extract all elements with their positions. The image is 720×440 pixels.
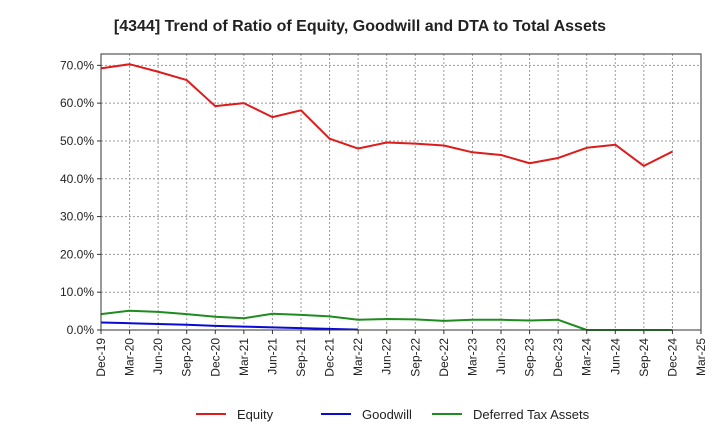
legend-label: Deferred Tax Assets (473, 407, 590, 422)
x-tick-label: Mar-25 (694, 338, 708, 376)
x-tick-label: Dec-22 (437, 338, 451, 377)
x-tick-label: Sep-20 (180, 338, 194, 377)
x-tick-label: Jun-23 (494, 338, 508, 375)
chart-title: [4344] Trend of Ratio of Equity, Goodwil… (114, 18, 606, 35)
x-tick-label: Dec-19 (94, 338, 108, 377)
y-tick-label: 70.0% (60, 58, 94, 72)
y-tick-label: 0.0% (67, 323, 95, 337)
x-tick-label: Dec-21 (323, 338, 337, 377)
y-tick-label: 20.0% (60, 247, 94, 261)
series-layer (100, 63, 673, 331)
x-tick-label: Sep-22 (408, 338, 422, 377)
y-tick-label: 30.0% (60, 210, 94, 224)
series-points-equity (100, 64, 673, 166)
x-tick-label: Dec-20 (208, 338, 222, 377)
x-tick-label: Mar-23 (465, 338, 479, 376)
x-tick-label: Mar-22 (351, 338, 365, 376)
y-tick-label: 10.0% (60, 285, 94, 299)
x-tick-label: Jun-21 (265, 338, 279, 375)
plot-frame (100, 53, 702, 331)
y-tick-label: 60.0% (60, 96, 94, 110)
x-tick-label: Mar-21 (237, 338, 251, 376)
x-tick-label: Jun-24 (608, 338, 622, 375)
x-tick-label: Dec-24 (665, 338, 679, 377)
x-tick-label: Mar-20 (123, 338, 137, 376)
grid (100, 54, 702, 331)
y-tick-label: 50.0% (60, 134, 94, 148)
x-tick-label: Sep-21 (294, 338, 308, 377)
x-tick-label: Mar-24 (580, 338, 594, 376)
x-tick-label: Sep-23 (523, 338, 537, 377)
legend-item-goodwill: Goodwill (321, 407, 412, 422)
x-tick-label: Jun-20 (151, 338, 165, 375)
legend: Equity Goodwill Deferred Tax Assets (196, 407, 590, 422)
legend-item-equity: Equity (196, 407, 274, 422)
legend-label: Equity (237, 407, 274, 422)
x-tick-label: Jun-22 (380, 338, 394, 375)
x-tick-label: Dec-23 (551, 338, 565, 377)
legend-item-deferred-tax-assets: Deferred Tax Assets (432, 407, 590, 422)
series-line-goodwill (100, 321, 359, 331)
legend-label: Goodwill (362, 407, 412, 422)
y-tick-label: 40.0% (60, 172, 94, 186)
axes: 0.0% 10.0% 20.0% 30.0% 40.0% 50.0% 60.0% 70.0% D… (60, 53, 708, 377)
x-tick-label: Sep-24 (637, 338, 651, 377)
